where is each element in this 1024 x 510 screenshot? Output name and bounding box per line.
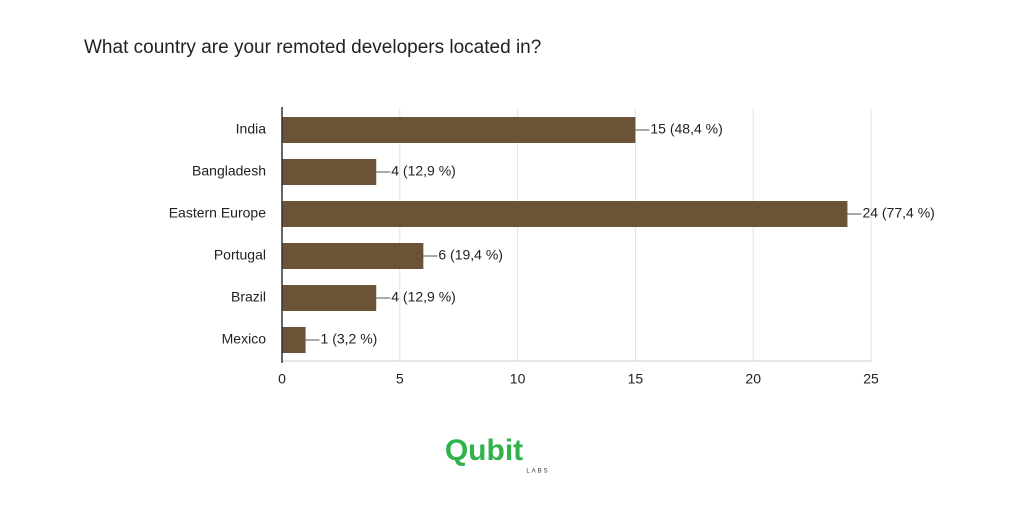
x-tick-label: 5 (396, 371, 404, 387)
value-label: 1 (3,2 %) (321, 331, 378, 347)
y-tick-label: Mexico (222, 331, 267, 347)
value-label: 4 (12,9 %) (391, 289, 456, 305)
logo-name: Qubit (445, 434, 523, 467)
x-tick-label: 10 (510, 371, 526, 387)
bar (282, 327, 306, 353)
y-tick-label: Eastern Europe (169, 205, 266, 221)
logo-sub: LABS (526, 469, 549, 475)
value-label: 24 (77,4 %) (862, 205, 934, 221)
bar (282, 117, 636, 143)
x-tick-label: 0 (278, 371, 286, 387)
value-label: 15 (48,4 %) (650, 121, 722, 137)
y-tick-label: Portugal (214, 247, 266, 263)
bar (282, 159, 377, 185)
y-tick-label: Brazil (231, 289, 266, 305)
y-tick-label: Bangladesh (192, 163, 266, 179)
x-tick-label: 20 (745, 371, 761, 387)
value-label: 4 (12,9 %) (391, 163, 456, 179)
bar (282, 243, 424, 269)
bar (282, 201, 848, 227)
x-tick-label: 15 (628, 371, 644, 387)
chart-title: What country are your remoted developers… (84, 37, 541, 58)
bar (282, 285, 377, 311)
y-tick-label: India (236, 121, 267, 137)
x-tick-label: 25 (863, 371, 879, 387)
value-label: 6 (19,4 %) (438, 247, 503, 263)
